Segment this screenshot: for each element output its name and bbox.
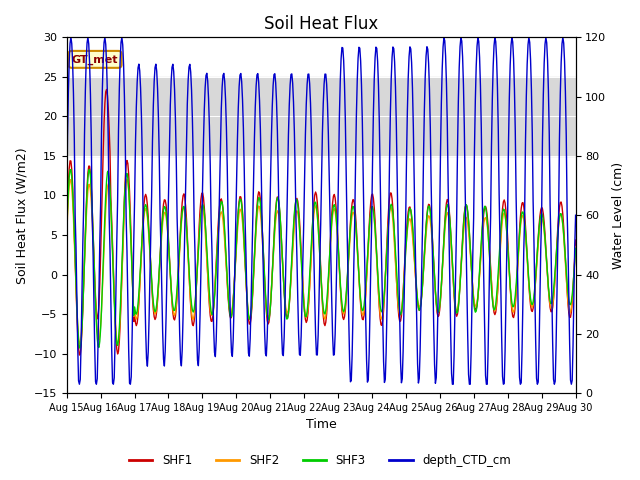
Title: Soil Heat Flux: Soil Heat Flux bbox=[264, 15, 378, 33]
Legend: SHF1, SHF2, SHF3, depth_CTD_cm: SHF1, SHF2, SHF3, depth_CTD_cm bbox=[124, 449, 516, 472]
Y-axis label: Soil Heat Flux (W/m2): Soil Heat Flux (W/m2) bbox=[15, 147, 28, 284]
Bar bbox=[67, 77, 575, 156]
Y-axis label: Water Level (cm): Water Level (cm) bbox=[612, 162, 625, 269]
Text: GT_met: GT_met bbox=[72, 54, 118, 64]
X-axis label: Time: Time bbox=[306, 419, 337, 432]
